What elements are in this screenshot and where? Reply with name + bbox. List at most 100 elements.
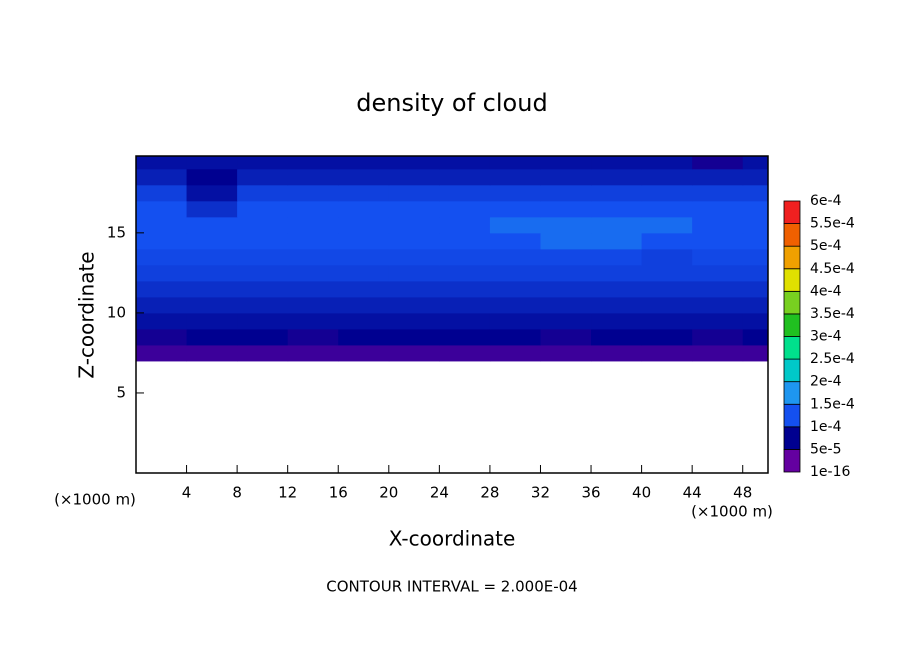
contour-cell [742,264,769,282]
contour-cell [641,280,693,298]
contour-cell [287,156,339,170]
contour-cell [237,264,289,282]
contour-cell [540,216,592,234]
contour-cell [591,200,643,218]
contour-cell [338,344,390,362]
contour-cell [540,156,592,170]
contour-cell [742,216,769,234]
contour-cell [591,264,643,282]
colorbar-swatch [783,381,801,405]
contour-cell [439,200,491,218]
contour-cell [489,264,541,282]
contour-cell [489,156,541,170]
contour-cell [237,184,289,202]
contour-cell [591,156,643,170]
contour-cell [338,156,390,170]
contour-cell [692,280,744,298]
contour-cell [540,200,592,218]
contour-cell [186,296,238,314]
contour-cell [742,312,769,330]
contour-cell [641,312,693,330]
contour-cell [388,344,440,362]
contour-cell [388,280,440,298]
contour-cell [388,248,440,266]
contour-cell [237,296,289,314]
contour-cell [692,200,744,218]
contour-cell [591,232,643,250]
colorbar-swatch [783,403,801,428]
contour-cell [237,280,289,298]
contour-cell [591,296,643,314]
x-unit: (×1000 m) [691,503,773,521]
y-unit: (×1000 m) [54,491,136,509]
contour-cell [136,312,188,330]
contour-cell [186,184,238,202]
x-tick-label: 44 [683,484,702,502]
contour-cell [287,280,339,298]
colorbar-label: 4.5e-4 [810,261,855,277]
x-tick-label: 20 [379,484,398,502]
contour-cell [136,328,188,346]
contour-cell [692,156,744,170]
contour-cell [439,264,491,282]
x-tick-label: 32 [531,484,550,502]
colorbar-label: 2e-4 [810,374,842,390]
contour-cell [136,200,188,218]
contour-cell [591,280,643,298]
contour-cell [489,280,541,298]
contour-cell [136,216,188,234]
contour-cell [287,248,339,266]
colorbar-swatch [783,336,801,360]
contour-cell [136,264,188,282]
contour-cell [186,280,238,298]
contour-cell [591,344,643,362]
x-tick-label: 8 [232,484,242,502]
colorbar-label: 1e-4 [810,419,842,435]
footnote: CONTOUR INTERVAL = 2.000E-04 [326,578,577,596]
contour-cell [136,184,188,202]
contour-cell [489,216,541,234]
x-tick-label: 16 [329,484,348,502]
contour-cell [136,232,188,250]
contour-cell [136,280,188,298]
contour-cell [489,232,541,250]
y-tick-label: 5 [116,383,126,401]
contour-cell [287,216,339,234]
contour-cell [742,200,769,218]
contour-cell [540,296,592,314]
colorbar-label: 6e-4 [810,193,842,209]
contour-cell [489,184,541,202]
contour-cell [136,344,188,362]
contour-cell [237,328,289,346]
contour-cell [186,168,238,186]
contour-cell [641,344,693,362]
contour-cell [136,156,188,170]
contour-cell [186,200,238,218]
contour-cell [489,344,541,362]
colorbar-swatch [783,290,801,315]
contour-cell [692,312,744,330]
contour-cell [237,344,289,362]
x-tick-label: 12 [278,484,297,502]
colorbar-label: 5.5e-4 [810,216,855,232]
contour-cell [742,168,769,186]
colorbar-swatch [783,449,801,473]
y-tick-label: 15 [107,223,126,241]
colorbar-swatch [783,426,801,450]
contour-cell [287,296,339,314]
contour-cell [338,216,390,234]
contour-cell [489,328,541,346]
contour-cell [338,312,390,330]
contour-cell [742,248,769,266]
contour-cell [237,248,289,266]
contour-cell [591,312,643,330]
contour-cell [439,328,491,346]
contour-cell [136,168,188,186]
contour-cell [338,248,390,266]
contour-cell [641,264,693,282]
colorbar-swatch [783,313,801,337]
contour-cell [388,296,440,314]
contour-cell [641,232,693,250]
contour-cell [742,328,769,346]
contour-cell [136,296,188,314]
